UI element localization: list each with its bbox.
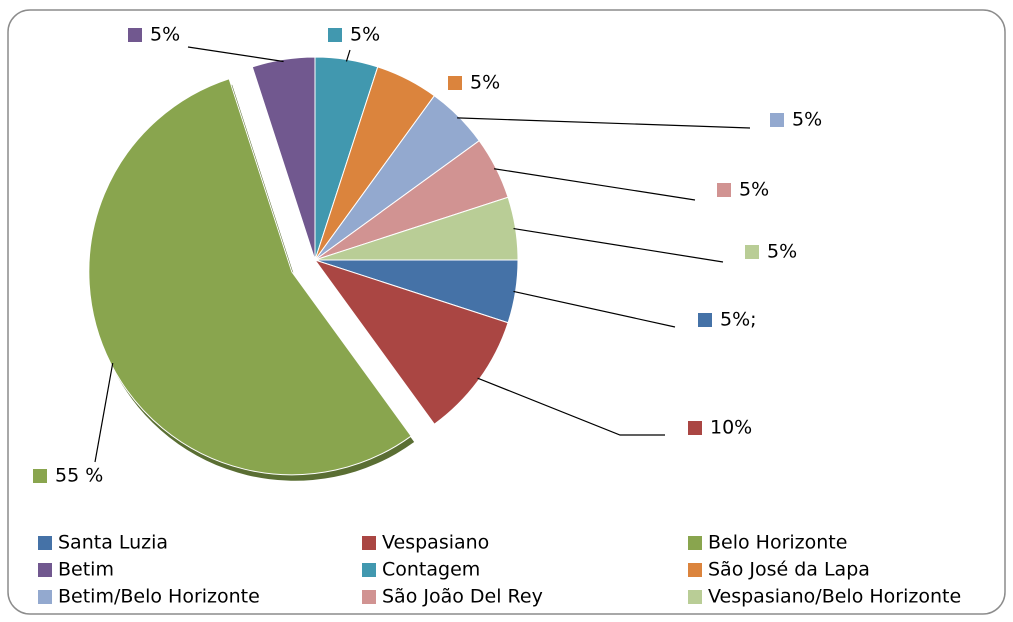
data-label: 10% [710,417,752,439]
legend-key [362,536,376,550]
data-label: 5% [739,179,769,201]
legend-label: Santa Luzia [58,532,168,554]
leader-line [477,377,665,436]
label-key [448,76,462,90]
leader-line [345,49,351,62]
data-label: 5% [150,24,180,46]
label-key [128,28,142,42]
legend-key [38,536,52,550]
data-label: 5% [350,24,380,46]
slice [88,78,412,476]
data-label: 55 % [55,465,103,487]
label-key [688,421,702,435]
label-key [33,469,47,483]
legend-label: Vespasiano/Belo Horizonte [708,586,961,608]
legend-key [688,536,702,550]
legend-label: São João Del Rey [382,586,543,608]
label-key [698,313,712,327]
leader-line [513,227,724,263]
legend-label: Vespasiano [382,532,489,554]
label-key [770,113,784,127]
slice [314,196,519,261]
data-label: 5% [792,109,822,131]
leader-line [513,290,676,328]
legend-key [38,590,52,604]
legend-label: São José da Lapa [708,559,870,581]
data-label: 5%; [720,309,757,331]
leader-line [457,117,751,129]
legend-key [688,563,702,577]
data-label: 5% [767,241,797,263]
label-key [717,183,731,197]
legend-label: Belo Horizonte [708,532,847,554]
legend-key [688,590,702,604]
legend-key [362,563,376,577]
leader-line [94,362,114,463]
label-key [745,245,759,259]
leader-line [494,168,696,201]
legend-key [38,563,52,577]
legend-label: Betim/Belo Horizonte [58,586,260,608]
label-key [328,28,342,42]
legend-label: Betim [58,559,114,581]
legend-key [362,590,376,604]
data-label: 5% [470,72,500,94]
legend-label: Contagem [382,559,480,581]
leader-line [187,46,284,63]
